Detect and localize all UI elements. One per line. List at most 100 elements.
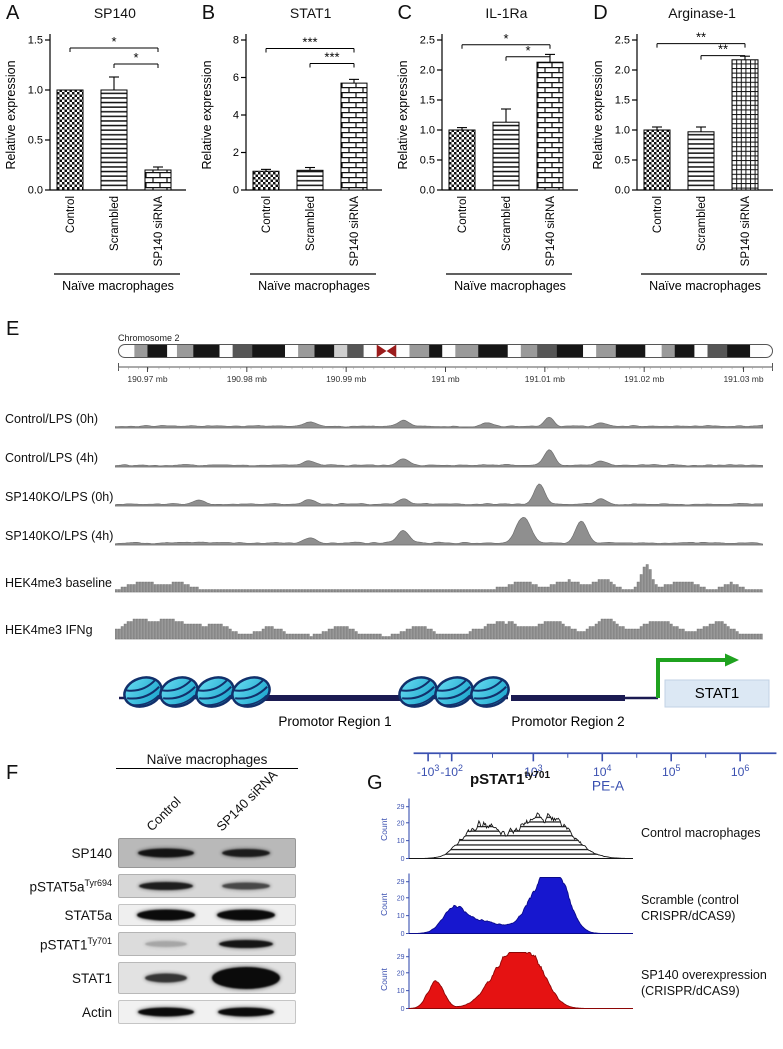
track-label: Control/LPS (4h) [5,451,99,465]
svg-text:103: 103 [524,763,543,779]
panel-d: D Arginase-1 0.0 0.5 1.0 1.5 2.0 2.5 Relative … [587,0,783,318]
svg-text:1.5: 1.5 [419,95,434,107]
bar-chart-row: A SP140 0.0 0.5 1.0 1.5 Relative expression *… [0,0,783,318]
panel-e: E Chromosome 2 190.97 mb 190.98 mb 190.99 … [0,318,783,752]
protein-band [137,909,195,921]
protein-band [217,909,275,921]
blot-protein-label: STAT5a [64,907,112,923]
svg-text:Relative expression: Relative expression [4,60,18,169]
svg-text:Promotor Region 2: Promotor Region 2 [511,714,624,729]
panel-letter-a: A [6,2,20,24]
svg-text:Scrambled: Scrambled [501,196,513,251]
track-label: HEK4me3 baseline [5,576,113,590]
protein-band [222,882,270,890]
track-signal [115,564,763,593]
svg-text:Naïve macrophages: Naïve macrophages [649,279,761,293]
panel-letter-d: D [593,2,608,24]
svg-text:Relative expression: Relative expression [396,60,410,169]
blot-strip [118,1000,296,1024]
svg-text:4: 4 [233,110,239,122]
svg-text:SP140 siRNA: SP140 siRNA [545,196,557,267]
svg-text:Control: Control [457,196,469,233]
protein-band [139,882,193,890]
blot-lane-label: SP140 siRNA [213,767,281,834]
nucleosome-icon [123,676,163,708]
svg-text:Count: Count [379,893,389,916]
panel-letter-c: C [397,2,412,24]
panel-letter-e: E [6,318,20,340]
svg-text:190.99 mb: 190.99 mb [326,374,366,384]
protein-band [145,941,187,947]
svg-text:*: * [133,50,138,65]
track-row: HEK4me3 IFNg [5,595,783,642]
svg-text:PE-A: PE-A [592,778,625,793]
blot-row: STAT5a [0,904,365,926]
svg-text:191.01 mb: 191.01 mb [525,374,565,384]
flow-title: pSTAT1ty701 [385,770,635,788]
svg-text:0: 0 [401,856,405,863]
svg-text:*: * [503,31,508,46]
blot-strip [118,874,296,898]
flow-histogram-row: 0 10 20 29 Count Control macrophages [379,796,783,871]
panel-letter-f: F [6,762,19,784]
svg-text:Scrambled: Scrambled [696,196,708,251]
track-label: SP140KO/LPS (4h) [5,529,114,543]
svg-text:104: 104 [593,763,612,779]
svg-text:*: * [525,43,530,58]
flow-sample-label: Scramble (control CRISPR/dCAS9) [641,892,739,923]
blot-row: pSTAT5aTyr694 [0,874,365,898]
svg-text:Relative expression: Relative expression [591,60,605,169]
svg-text:190.97 mb: 190.97 mb [127,374,167,384]
chart-title-c: IL-1Ra [485,5,528,21]
chart-title-a: SP140 [93,5,136,21]
protein-band [219,940,273,948]
svg-text:0: 0 [233,185,239,197]
svg-text:Relative expression: Relative expression [200,60,214,169]
flow-histograms: 0 10 20 29 Count Control macrophages 0 10 20 29 Co… [379,796,783,1021]
svg-text:0.0: 0.0 [28,185,43,197]
genomic-ruler: 190.97 mb 190.98 mb 190.99 mb 191 mb 191.01 … [118,363,773,384]
svg-text:20: 20 [397,820,405,827]
panel-g: G pSTAT1ty701 0 10 20 29 Count Control macrop… [365,750,783,1049]
gene-diagram: Promotor Region 1 Promotor Region 2 STAT1 [119,653,770,729]
track-signal [115,416,763,429]
svg-text:20: 20 [397,970,405,977]
svg-text:**: ** [718,42,728,57]
track-signal [115,449,763,468]
blot-strip [118,904,296,926]
flow-sample-label: Control macrophages [641,825,761,840]
svg-text:Naïve macrophages: Naïve macrophages [454,279,566,293]
track-row: SP140KO/LPS (4h) [5,509,783,548]
nucleosome-icon [470,676,510,708]
svg-text:Naïve macrophages: Naïve macrophages [258,279,370,293]
flow-title-base: pSTAT1 [469,771,525,788]
svg-text:0.5: 0.5 [615,155,630,167]
svg-text:SP140 siRNA: SP140 siRNA [349,196,361,267]
svg-text:-102: -102 [440,763,463,779]
chart-title-d: Arginase-1 [668,5,736,21]
track-row: Control/LPS (4h) [5,431,783,470]
svg-text:29: 29 [397,954,405,961]
svg-text:0.5: 0.5 [28,135,43,147]
blot-lane-labels: Control SP140 siRNA [116,767,356,834]
svg-text:*: * [111,34,116,49]
nucleosome-icon [231,676,271,708]
track-label: Control/LPS (0h) [5,412,99,426]
svg-text:***: *** [302,34,317,49]
panel-b: B STAT1 0 2 4 6 8 Relative expression *** *** Co… [196,0,392,318]
blot-protein-label: SP140 [71,845,112,861]
svg-text:20: 20 [397,895,405,902]
blot-rows: SP140 pSTAT5aTyr694 STAT5a pSTAT1Ty701 STAT1… [0,838,365,1030]
svg-text:**: ** [696,30,706,45]
svg-text:2.0: 2.0 [615,65,630,77]
blot-group-header: Naïve macrophages [116,752,298,769]
svg-text:1.0: 1.0 [419,125,434,137]
panel-c: C IL-1Ra 0.0 0.5 1.0 1.5 2.0 2.5 Relative expr… [392,0,588,318]
chart-title-b: STAT1 [289,5,332,21]
blot-strip [118,838,296,868]
blot-row: SP140 [0,838,365,868]
svg-text:SP140 siRNA: SP140 siRNA [153,196,165,267]
svg-text:Count: Count [379,818,389,841]
svg-text:191 mb: 191 mb [431,374,460,384]
